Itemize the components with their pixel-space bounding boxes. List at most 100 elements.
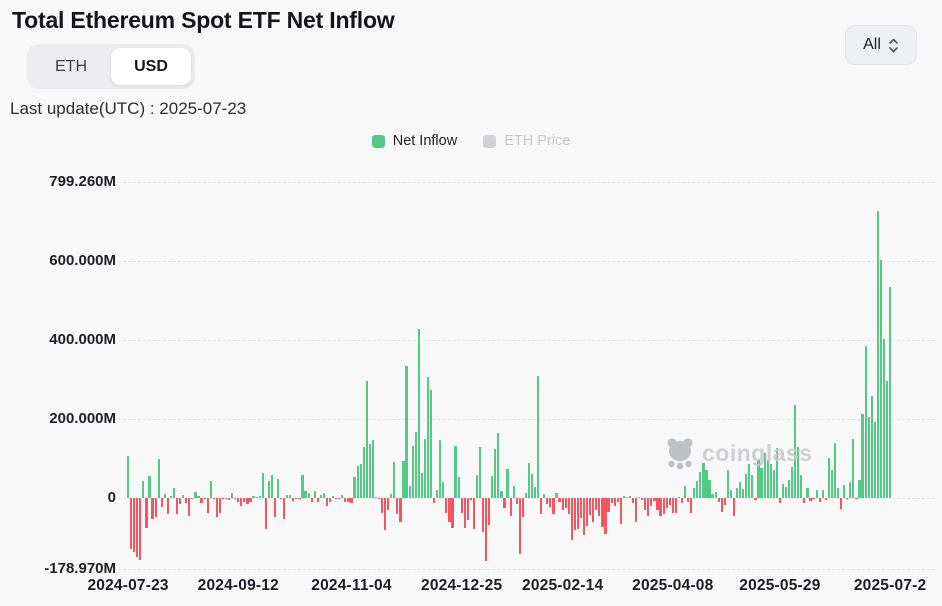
bar[interactable]: [638, 497, 641, 498]
bar[interactable]: [693, 488, 696, 498]
bar[interactable]: [322, 493, 326, 498]
bar[interactable]: [338, 498, 341, 499]
bar[interactable]: [625, 496, 628, 498]
bar[interactable]: [836, 487, 840, 498]
bar[interactable]: [191, 498, 194, 499]
bar[interactable]: [384, 498, 387, 531]
bar[interactable]: [699, 472, 702, 498]
bar[interactable]: [735, 488, 739, 498]
bar[interactable]: [127, 455, 130, 498]
bar[interactable]: [772, 470, 775, 498]
bar[interactable]: [179, 498, 182, 504]
bar[interactable]: [368, 444, 371, 498]
bar[interactable]: [754, 498, 757, 500]
bar[interactable]: [763, 452, 766, 498]
bar[interactable]: [500, 490, 503, 498]
toggle-eth[interactable]: ETH: [55, 57, 87, 75]
bar[interactable]: [454, 446, 457, 498]
bar[interactable]: [711, 494, 714, 498]
bar[interactable]: [549, 498, 552, 507]
bar[interactable]: [616, 498, 619, 502]
bar[interactable]: [631, 498, 635, 503]
bar[interactable]: [830, 469, 834, 498]
bar[interactable]: [552, 498, 555, 515]
bar[interactable]: [310, 498, 313, 502]
bar[interactable]: [592, 498, 595, 522]
bar[interactable]: [387, 498, 390, 510]
bar[interactable]: [781, 484, 785, 498]
bar[interactable]: [766, 460, 769, 498]
bar[interactable]: [555, 493, 558, 498]
bar[interactable]: [270, 474, 274, 498]
bar[interactable]: [408, 485, 411, 498]
range-select[interactable]: All: [845, 25, 917, 65]
bar[interactable]: [488, 498, 491, 526]
bar[interactable]: [151, 498, 154, 520]
bar[interactable]: [800, 475, 803, 498]
legend-item-net-inflow[interactable]: Net Inflow: [371, 133, 457, 149]
bar[interactable]: [867, 417, 870, 498]
bar[interactable]: [393, 461, 396, 498]
bar[interactable]: [739, 482, 742, 498]
bar[interactable]: [166, 498, 169, 515]
bar[interactable]: [775, 447, 778, 498]
bar[interactable]: [466, 498, 469, 521]
bar[interactable]: [870, 395, 873, 498]
bar[interactable]: [148, 476, 151, 498]
bar[interactable]: [607, 498, 610, 512]
bar[interactable]: [414, 431, 417, 498]
bar[interactable]: [481, 498, 485, 533]
bar[interactable]: [451, 498, 454, 528]
bar[interactable]: [720, 498, 723, 512]
bar[interactable]: [402, 461, 405, 498]
bar[interactable]: [714, 492, 717, 498]
bar[interactable]: [371, 439, 374, 498]
bar[interactable]: [457, 476, 460, 498]
bar[interactable]: [356, 466, 359, 498]
bar[interactable]: [882, 338, 886, 498]
bar[interactable]: [283, 498, 286, 520]
bar[interactable]: [521, 498, 524, 517]
bar[interactable]: [687, 498, 690, 502]
bar[interactable]: [175, 498, 179, 514]
bar[interactable]: [729, 490, 733, 498]
bar[interactable]: [748, 463, 751, 498]
bar[interactable]: [347, 498, 350, 503]
bar[interactable]: [212, 498, 215, 499]
bar[interactable]: [380, 498, 384, 514]
bar[interactable]: [439, 440, 442, 498]
bar[interactable]: [200, 498, 203, 504]
bar[interactable]: [194, 492, 197, 498]
bar[interactable]: [797, 447, 800, 498]
bar[interactable]: [650, 498, 653, 506]
bar[interactable]: [558, 498, 561, 502]
bar[interactable]: [876, 210, 879, 498]
bar[interactable]: [806, 488, 809, 498]
bar[interactable]: [570, 498, 573, 540]
bar[interactable]: [778, 498, 781, 503]
bar[interactable]: [561, 498, 564, 510]
bar[interactable]: [445, 498, 448, 514]
bar[interactable]: [644, 498, 647, 510]
bar[interactable]: [344, 498, 347, 503]
bar[interactable]: [653, 498, 656, 502]
bar[interactable]: [218, 498, 221, 513]
bar[interactable]: [390, 494, 393, 498]
bar[interactable]: [524, 493, 527, 498]
bar[interactable]: [426, 377, 430, 498]
bar[interactable]: [855, 498, 858, 499]
bar[interactable]: [417, 328, 420, 498]
bar[interactable]: [429, 389, 433, 498]
bar[interactable]: [540, 498, 543, 515]
bar[interactable]: [803, 498, 806, 503]
bar[interactable]: [622, 496, 625, 498]
bar[interactable]: [864, 346, 867, 498]
bar[interactable]: [717, 498, 720, 502]
bar[interactable]: [641, 498, 644, 501]
bar[interactable]: [273, 498, 277, 518]
bar[interactable]: [527, 463, 531, 498]
bar[interactable]: [433, 498, 436, 503]
bar[interactable]: [784, 486, 788, 498]
bar[interactable]: [751, 475, 754, 498]
bar[interactable]: [332, 496, 335, 498]
